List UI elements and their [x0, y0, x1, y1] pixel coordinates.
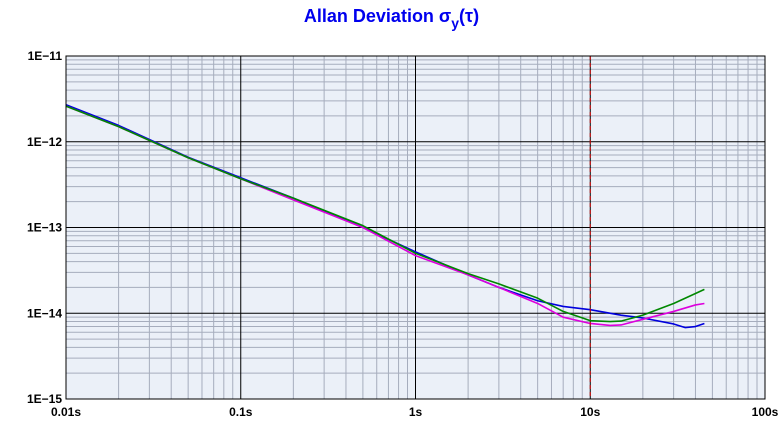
- y-tick-label: 1E−15: [27, 392, 62, 406]
- y-tick-labels: 1E−11 1E−12 1E−13 1E−14 1E−15: [27, 49, 62, 406]
- series-line-3: [65, 105, 705, 323]
- series-line-1: [65, 104, 705, 329]
- y-tick-label: 1E−11: [28, 49, 63, 63]
- x-tick-label: 0.1s: [229, 405, 253, 419]
- plot-frame: [65, 55, 766, 400]
- chart-title: Allan Deviation σy(τ): [0, 6, 783, 31]
- title-main: Allan Deviation σ: [303, 6, 452, 26]
- x-tick-label: 0.01s: [51, 405, 81, 419]
- title-subscript: y: [451, 15, 460, 31]
- x-tick-label: 1s: [409, 405, 423, 419]
- y-tick-label: 1E−12: [27, 135, 62, 149]
- x-tick-labels: 0.01s 0.1s 1s 10s 100s: [51, 405, 779, 419]
- x-tick-label: 10s: [580, 405, 600, 419]
- title-suffix: (τ): [459, 6, 480, 26]
- x-tick-label: 100s: [752, 405, 779, 419]
- y-tick-label: 1E−13: [27, 221, 62, 235]
- y-tick-label: 1E−14: [27, 306, 62, 320]
- series-layer: [65, 104, 705, 329]
